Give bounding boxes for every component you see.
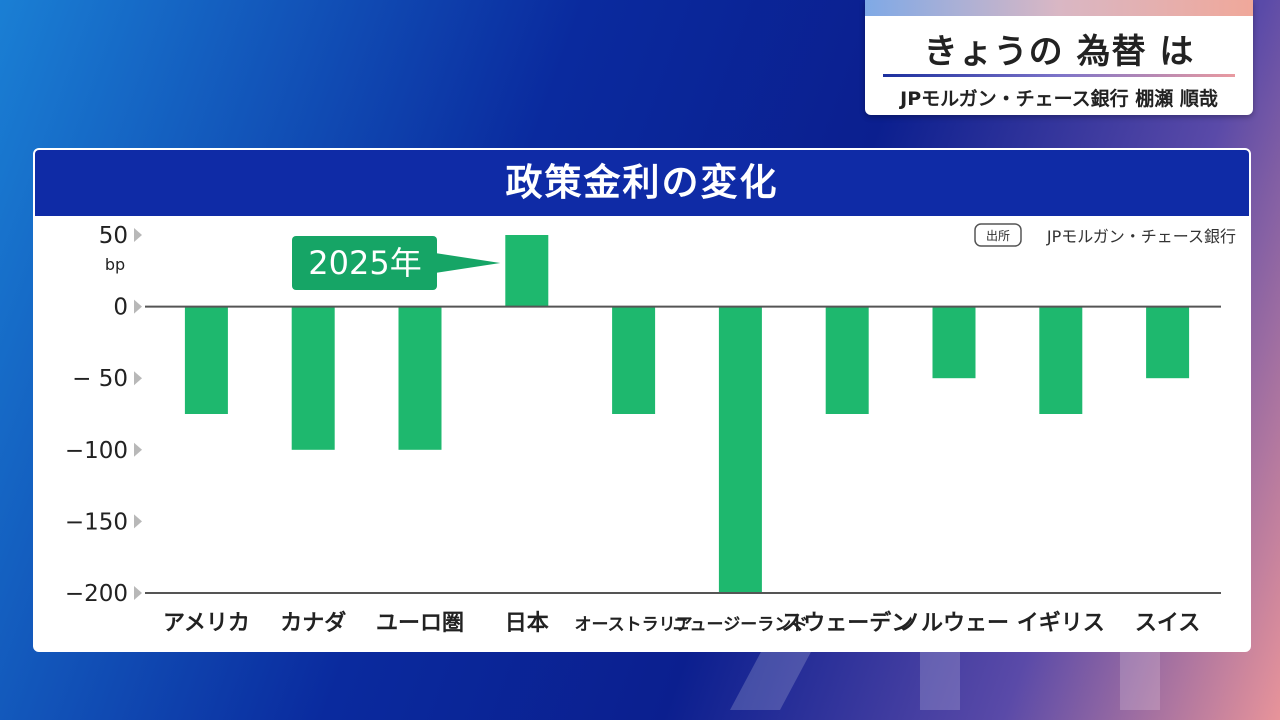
x-tick-label: ニュージーランド bbox=[673, 615, 809, 635]
y-tick-label: 0 bbox=[113, 295, 128, 321]
bar bbox=[1146, 306, 1190, 379]
source-credit: JPモルガン・チェース銀行 bbox=[1046, 227, 1236, 246]
y-tick-label: − 50 bbox=[72, 366, 128, 392]
y-tick-label: −100 bbox=[65, 438, 128, 464]
x-tick-label: 日本 bbox=[505, 611, 549, 636]
y-unit-label: bp bbox=[105, 255, 125, 274]
bar bbox=[505, 235, 549, 307]
source-tag-box bbox=[974, 223, 1022, 247]
bar bbox=[398, 306, 442, 450]
title-divider bbox=[883, 74, 1235, 77]
y-tick-marker bbox=[134, 442, 142, 457]
y-tick-marker bbox=[134, 228, 142, 242]
y-tick-marker bbox=[134, 371, 142, 386]
bar bbox=[825, 306, 869, 414]
y-tick-marker bbox=[134, 586, 142, 600]
bar-chart: 50 0 − 50 −100 −150 −200 bp アメリカ カナダ ユーロ圏 日本 オーストラリ… bbox=[65, 223, 1236, 636]
y-tick-label: −150 bbox=[65, 509, 128, 535]
x-tick-label: ノルウェー bbox=[899, 611, 1009, 636]
program-title-box: きょうの 為替 は JPモルガン・チェース銀行 棚瀬 順哉 bbox=[865, 0, 1253, 115]
x-tick-label: ユーロ圏 bbox=[376, 611, 464, 636]
bar bbox=[932, 306, 976, 379]
presenter-name: JPモルガン・チェース銀行 棚瀬 順哉 bbox=[900, 88, 1218, 110]
x-tick-label: カナダ bbox=[280, 610, 346, 636]
title-box-accent-bar bbox=[865, 0, 1253, 16]
y-tick-marker bbox=[134, 299, 142, 314]
x-tick-label: アメリカ bbox=[163, 611, 250, 636]
bar bbox=[612, 306, 656, 414]
chart-panel: 政策金利の変化 50 0 − 50 −100 −150 −200 bp アメリカ カナダ ユーロ圏… bbox=[33, 148, 1251, 652]
x-tick-label: スウェーデン bbox=[781, 610, 913, 636]
bar bbox=[291, 306, 335, 450]
program-title: きょうの 為替 は bbox=[923, 32, 1195, 72]
chart-title: 政策金利の変化 bbox=[35, 150, 1249, 216]
annotation-label: 2025年 bbox=[308, 244, 421, 282]
x-tick-label: イギリス bbox=[1017, 611, 1105, 636]
bar bbox=[1039, 306, 1083, 414]
bar bbox=[718, 306, 762, 593]
y-tick-label: −200 bbox=[65, 581, 128, 607]
source-tag: 出所 bbox=[986, 229, 1010, 243]
annotation-box bbox=[292, 236, 437, 290]
y-tick-marker bbox=[134, 514, 142, 529]
bar bbox=[184, 306, 228, 414]
y-tick-label: 50 bbox=[99, 223, 128, 249]
x-tick-label: オーストラリア bbox=[575, 615, 693, 635]
annotation-pointer bbox=[435, 253, 501, 273]
x-tick-label: スイス bbox=[1135, 611, 1200, 636]
